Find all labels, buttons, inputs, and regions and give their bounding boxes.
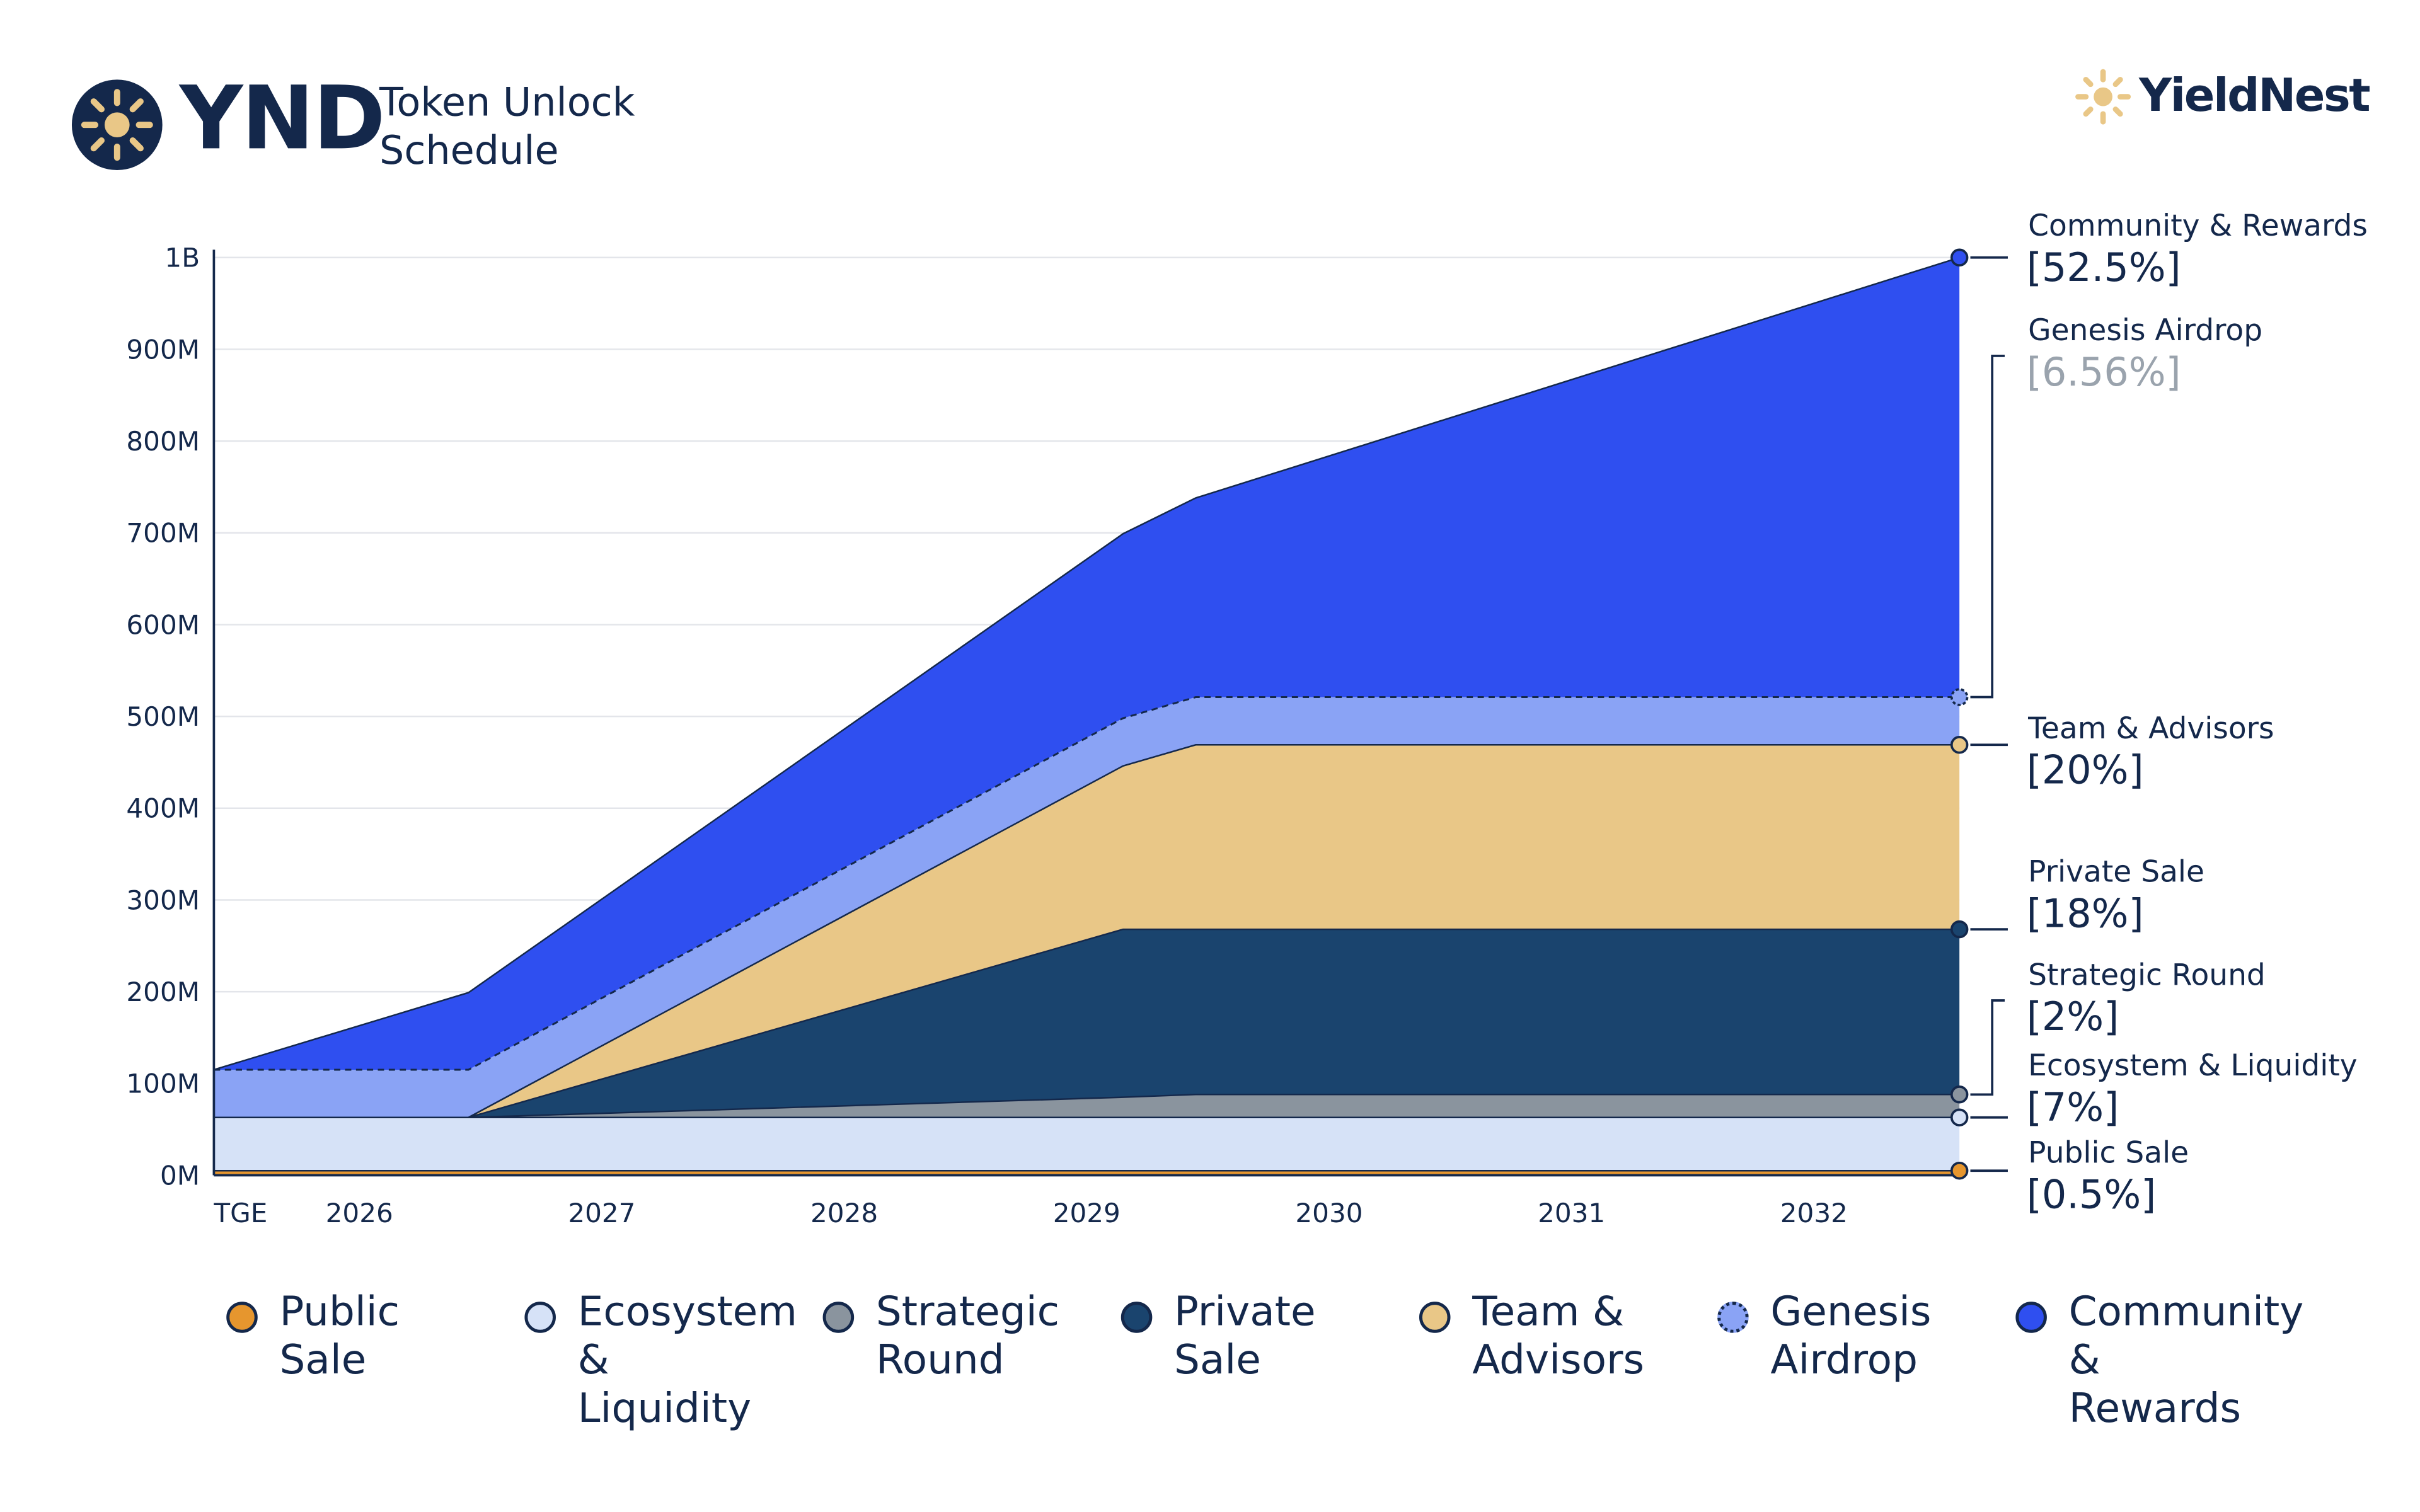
leader-line — [1970, 354, 2005, 699]
brand-logo — [2075, 69, 2131, 125]
logo — [71, 79, 163, 171]
legend-swatch — [822, 1302, 855, 1333]
x-tick-label: 2031 — [1538, 1198, 1605, 1228]
legend-label: Strategic Round — [875, 1289, 1060, 1385]
end-dot — [1950, 1085, 1969, 1104]
legend-swatch — [1121, 1302, 1153, 1333]
x-tick-label: 2028 — [810, 1198, 878, 1228]
end-dot — [1950, 688, 1969, 706]
y-tick-label: 1B — [164, 243, 200, 273]
end-dot — [1950, 920, 1969, 939]
end-dot — [1950, 736, 1969, 754]
chart-title: Token Unlock Schedule — [379, 79, 635, 173]
y-tick-label: 900M — [126, 334, 200, 365]
y-tick-label: 100M — [126, 1068, 200, 1099]
share-label: [18%] — [2027, 891, 2144, 937]
area-edge — [214, 696, 1960, 1071]
y-tick-label: 400M — [126, 793, 200, 824]
x-tick-label: 2026 — [326, 1198, 393, 1228]
legend-item: Private Sale — [1121, 1289, 1385, 1434]
legend-item: Public Sale — [226, 1289, 490, 1434]
series-label: Team & Advisors — [2027, 711, 2274, 746]
area — [214, 1117, 1960, 1171]
x-tick-label: 2029 — [1053, 1198, 1121, 1228]
legend-swatch — [1419, 1302, 1451, 1333]
end-dot — [1950, 1161, 1969, 1180]
legend-swatch — [1717, 1302, 1749, 1333]
legend-label: Ecosystem & Liquidity — [577, 1289, 798, 1433]
leader-line — [1970, 999, 2005, 1096]
legend: Public Sale Ecosystem & Liquidity Strategi… — [226, 1289, 2304, 1434]
end-dot — [1950, 1108, 1969, 1126]
end-dot — [1950, 248, 1969, 267]
share-label: [52.5%] — [2027, 245, 2181, 290]
y-tick-label: 200M — [126, 976, 200, 1007]
legend-item: Community & Rewards — [2015, 1289, 2304, 1434]
share-label: [0.5%] — [2027, 1172, 2157, 1218]
legend-label: Public Sale — [279, 1289, 400, 1385]
area — [214, 929, 1960, 1118]
x-tick-label: 2030 — [1295, 1198, 1363, 1228]
area — [214, 257, 1960, 1070]
legend-item: Ecosystem & Liquidity — [524, 1289, 798, 1434]
y-tick-label: 600M — [126, 609, 200, 640]
area — [214, 697, 1960, 1118]
share-label: [2%] — [2027, 994, 2119, 1040]
x-tick-label: 2027 — [568, 1198, 635, 1228]
area — [214, 1094, 1960, 1118]
area — [214, 745, 1960, 1118]
legend-label: Private Sale — [1174, 1289, 1316, 1385]
legend-swatch — [226, 1302, 258, 1333]
legend-swatch — [524, 1302, 556, 1333]
series-label: Genesis Airdrop — [2028, 313, 2262, 348]
share-label: [6.56%] — [2027, 350, 2181, 395]
y-tick-label: 500M — [126, 701, 200, 732]
legend-item: Genesis Airdrop — [1717, 1289, 1981, 1434]
y-tick-label: 700M — [126, 518, 200, 549]
x-tick-label: 2032 — [1780, 1198, 1848, 1228]
series-label: Strategic Round — [2028, 958, 2266, 992]
series-label: Public Sale — [2028, 1136, 2189, 1171]
area-edge — [214, 744, 1960, 1118]
x-tick-label: TGE — [213, 1198, 267, 1228]
legend-label: Genesis Airdrop — [1770, 1289, 1932, 1385]
series-label: Ecosystem & Liquidity — [2028, 1048, 2358, 1083]
legend-item: Team & Advisors — [1419, 1289, 1683, 1434]
brand: YieldNest — [2139, 69, 2371, 122]
ticker: YND — [179, 69, 386, 171]
legend-swatch — [2015, 1302, 2047, 1333]
y-tick-label: 0M — [160, 1160, 200, 1191]
legend-label: Team & Advisors — [1472, 1289, 1645, 1385]
series-label: Private Sale — [2028, 855, 2204, 890]
area-edge — [214, 256, 1960, 1071]
y-tick-label: 300M — [126, 885, 200, 915]
legend-item: Strategic Round — [822, 1289, 1087, 1434]
legend-label: Community & Rewards — [2068, 1289, 2304, 1433]
series-label: Community & Rewards — [2028, 209, 2368, 243]
y-tick-label: 800M — [126, 426, 200, 457]
share-label: [20%] — [2027, 748, 2144, 793]
share-label: [7%] — [2027, 1085, 2119, 1130]
